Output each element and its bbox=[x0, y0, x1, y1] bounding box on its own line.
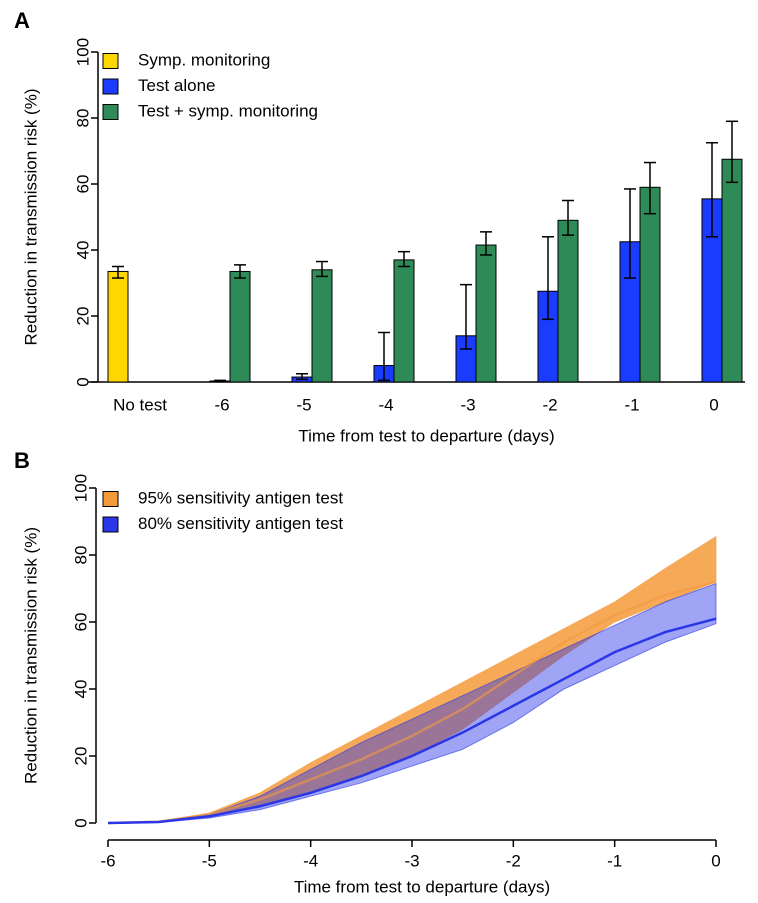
y-tick-label: 0 bbox=[71, 818, 90, 827]
x-tick-label: -5 bbox=[296, 395, 311, 414]
legend-label: Test alone bbox=[138, 76, 216, 95]
y-tick-label: 0 bbox=[73, 377, 92, 386]
y-tick-label: 100 bbox=[71, 474, 90, 502]
legend-label: 95% sensitivity antigen test bbox=[138, 488, 343, 507]
y-tick-label: 20 bbox=[73, 307, 92, 326]
x-axis-title: Time from test to departure (days) bbox=[294, 877, 550, 896]
error-bar bbox=[112, 265, 124, 279]
bar bbox=[475, 244, 497, 383]
x-axis-title: Time from test to departure (days) bbox=[298, 426, 554, 445]
x-tick-label: -5 bbox=[202, 851, 217, 870]
x-tick-label: -2 bbox=[506, 851, 521, 870]
legend-label: 80% sensitivity antigen test bbox=[138, 514, 343, 533]
y-tick-label: 100 bbox=[73, 38, 92, 66]
x-tick-label: -6 bbox=[100, 851, 115, 870]
y-tick-label: 60 bbox=[73, 175, 92, 194]
x-tick-label: 0 bbox=[711, 851, 720, 870]
y-tick-label: 60 bbox=[71, 613, 90, 632]
bar bbox=[393, 259, 415, 383]
x-tick-label: -4 bbox=[303, 851, 318, 870]
legend-swatch bbox=[102, 104, 119, 120]
y-tick-label: 40 bbox=[71, 680, 90, 699]
legend-swatch bbox=[102, 516, 119, 533]
y-tick-label: 80 bbox=[73, 109, 92, 128]
bar bbox=[311, 269, 333, 383]
error-bar bbox=[726, 120, 738, 184]
error-bar bbox=[316, 260, 328, 278]
legend-label: Symp. monitoring bbox=[138, 50, 270, 69]
error-bar bbox=[624, 188, 636, 279]
x-tick-label: -1 bbox=[607, 851, 622, 870]
error-bar bbox=[398, 250, 410, 268]
x-tick-label: -2 bbox=[542, 395, 557, 414]
median-line bbox=[107, 580, 717, 825]
error-bar bbox=[378, 331, 390, 382]
legend-label: Test + symp. monitoring bbox=[138, 101, 318, 120]
bar bbox=[229, 270, 251, 383]
y-tick-label: 20 bbox=[71, 747, 90, 766]
error-bar bbox=[562, 199, 574, 236]
band bbox=[107, 582, 717, 824]
error-bar bbox=[234, 264, 246, 279]
legend-swatch bbox=[102, 491, 119, 507]
legend-swatch bbox=[102, 78, 119, 95]
y-axis-title: Reduction in transmission risk (%) bbox=[21, 527, 40, 784]
panel-label: B bbox=[14, 448, 30, 473]
error-bar bbox=[214, 379, 226, 383]
error-bar bbox=[460, 283, 472, 350]
bar bbox=[639, 186, 661, 383]
error-bar bbox=[296, 373, 308, 381]
band bbox=[107, 535, 717, 824]
x-tick-label: -3 bbox=[460, 395, 475, 414]
error-bar bbox=[706, 142, 718, 238]
bar bbox=[557, 219, 579, 383]
x-tick-label: -4 bbox=[378, 395, 393, 414]
bar bbox=[107, 270, 129, 383]
y-axis-title: Reduction in transmission risk (%) bbox=[21, 89, 40, 346]
x-tick-label: -1 bbox=[624, 395, 639, 414]
x-tick-label: -3 bbox=[404, 851, 419, 870]
legend-swatch bbox=[102, 53, 119, 69]
error-bar bbox=[480, 231, 492, 256]
y-tick-label: 40 bbox=[73, 241, 92, 260]
x-tick-label: 0 bbox=[709, 395, 718, 414]
y-tick-label: 80 bbox=[71, 546, 90, 565]
panel-label: A bbox=[14, 8, 30, 33]
error-bar bbox=[542, 236, 554, 321]
bar bbox=[721, 158, 743, 383]
error-bar bbox=[644, 161, 656, 215]
x-tick-label: No test bbox=[113, 395, 167, 414]
median-line bbox=[107, 617, 717, 825]
x-tick-label: -6 bbox=[214, 395, 229, 414]
